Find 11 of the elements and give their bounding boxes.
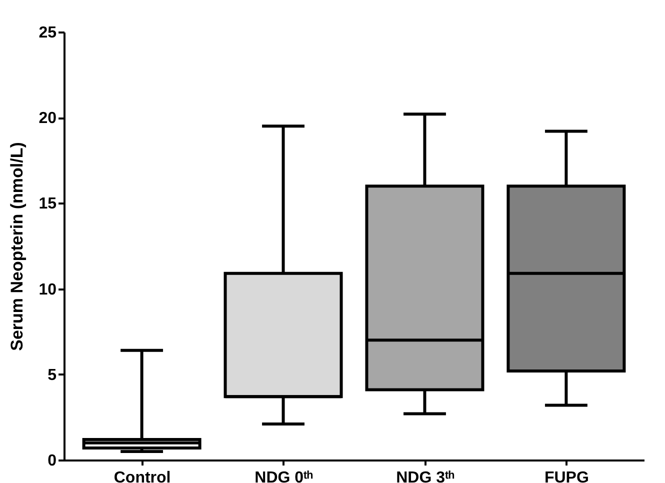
x-tick-label: NDG 0ᵗʰ	[254, 470, 314, 483]
y-tick-label: 15	[38, 196, 57, 213]
y-tick-label: 20	[38, 110, 57, 128]
x-tick-label: Control	[114, 470, 171, 483]
y-axis-title: Serum Neopterin (nmol/L)	[8, 142, 27, 351]
y-tick-label: 5	[48, 366, 57, 384]
x-tick-label: FUPG	[544, 470, 589, 483]
x-tick-label: NDG 3ᵗʰ	[396, 470, 454, 483]
y-tick-label: 0	[48, 452, 57, 470]
y-tick-label: 10	[38, 281, 57, 298]
y-tick-label: 25	[38, 24, 57, 42]
